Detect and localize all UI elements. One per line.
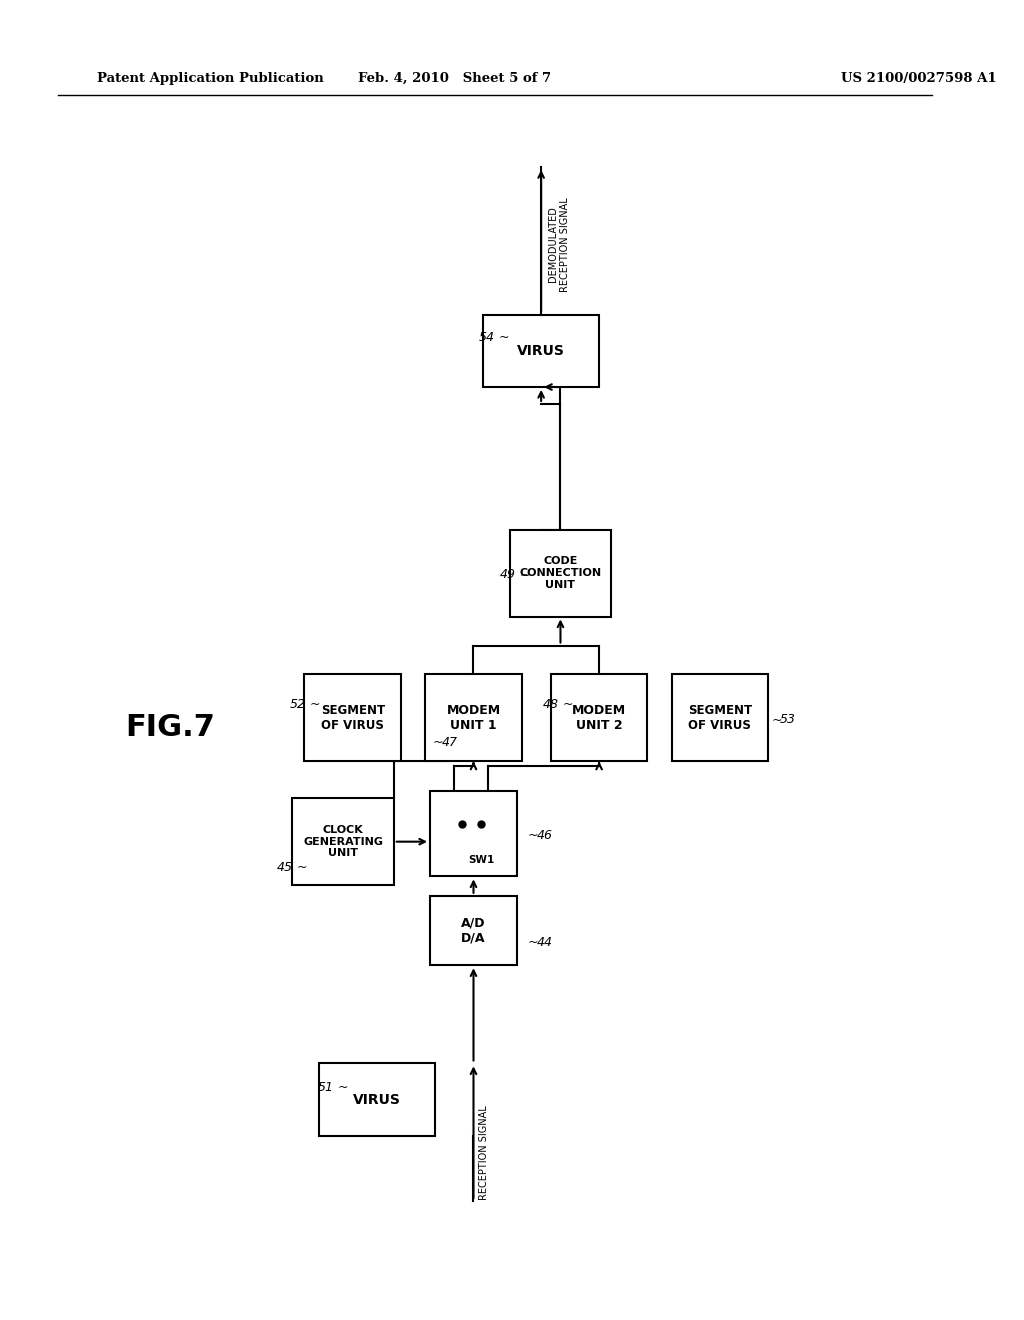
Text: 53: 53	[780, 713, 796, 726]
Text: US 2100/0027598 A1: US 2100/0027598 A1	[841, 71, 996, 84]
Bar	[318, 1064, 435, 1137]
Text: 51: 51	[317, 1081, 334, 1093]
Text: ~: ~	[527, 936, 539, 949]
Text: FIG.7: FIG.7	[126, 713, 215, 742]
Bar	[430, 792, 517, 876]
Bar	[551, 675, 647, 762]
Text: Patent Application Publication: Patent Application Publication	[96, 71, 324, 84]
Text: VIRUS: VIRUS	[353, 1093, 400, 1106]
Text: SW1: SW1	[468, 855, 495, 865]
Bar	[304, 675, 401, 762]
Text: SEGMENT
OF VIRUS: SEGMENT OF VIRUS	[321, 704, 385, 733]
Text: ~: ~	[562, 698, 572, 711]
Text: Feb. 4, 2010   Sheet 5 of 7: Feb. 4, 2010 Sheet 5 of 7	[357, 71, 551, 84]
Text: RECEPTION SIGNAL: RECEPTION SIGNAL	[479, 1105, 489, 1200]
Bar	[672, 675, 768, 762]
Text: 48: 48	[543, 698, 558, 711]
Bar	[292, 799, 394, 886]
Text: ~: ~	[771, 713, 781, 726]
Text: 45: 45	[276, 861, 293, 874]
Text: ~: ~	[499, 331, 509, 343]
Text: 49: 49	[500, 569, 516, 582]
Text: 54: 54	[479, 331, 495, 343]
Text: ~: ~	[297, 861, 307, 874]
Text: 44: 44	[537, 936, 552, 949]
Text: 46: 46	[537, 829, 552, 842]
Text: VIRUS: VIRUS	[517, 343, 565, 358]
Text: ~: ~	[337, 1081, 348, 1093]
Text: 52: 52	[290, 698, 305, 711]
Text: SEGMENT
OF VIRUS: SEGMENT OF VIRUS	[688, 704, 752, 733]
Text: ~: ~	[433, 735, 443, 748]
Bar	[425, 675, 522, 762]
Text: DEMODULATED
RECEPTION SIGNAL: DEMODULATED RECEPTION SIGNAL	[548, 197, 569, 292]
Text: ~: ~	[527, 829, 539, 842]
Text: A/D
D/A: A/D D/A	[461, 916, 485, 945]
Text: ~: ~	[520, 569, 530, 582]
Bar	[483, 314, 599, 387]
Bar	[510, 529, 611, 616]
Text: MODEM
UNIT 1: MODEM UNIT 1	[446, 704, 501, 733]
Bar	[430, 896, 517, 965]
Text: CLOCK
GENERATING
UNIT: CLOCK GENERATING UNIT	[303, 825, 383, 858]
Text: MODEM
UNIT 2: MODEM UNIT 2	[572, 704, 627, 733]
Text: 47: 47	[441, 735, 458, 748]
Text: CODE
CONNECTION
UNIT: CODE CONNECTION UNIT	[519, 557, 601, 590]
Text: ~: ~	[309, 698, 319, 711]
